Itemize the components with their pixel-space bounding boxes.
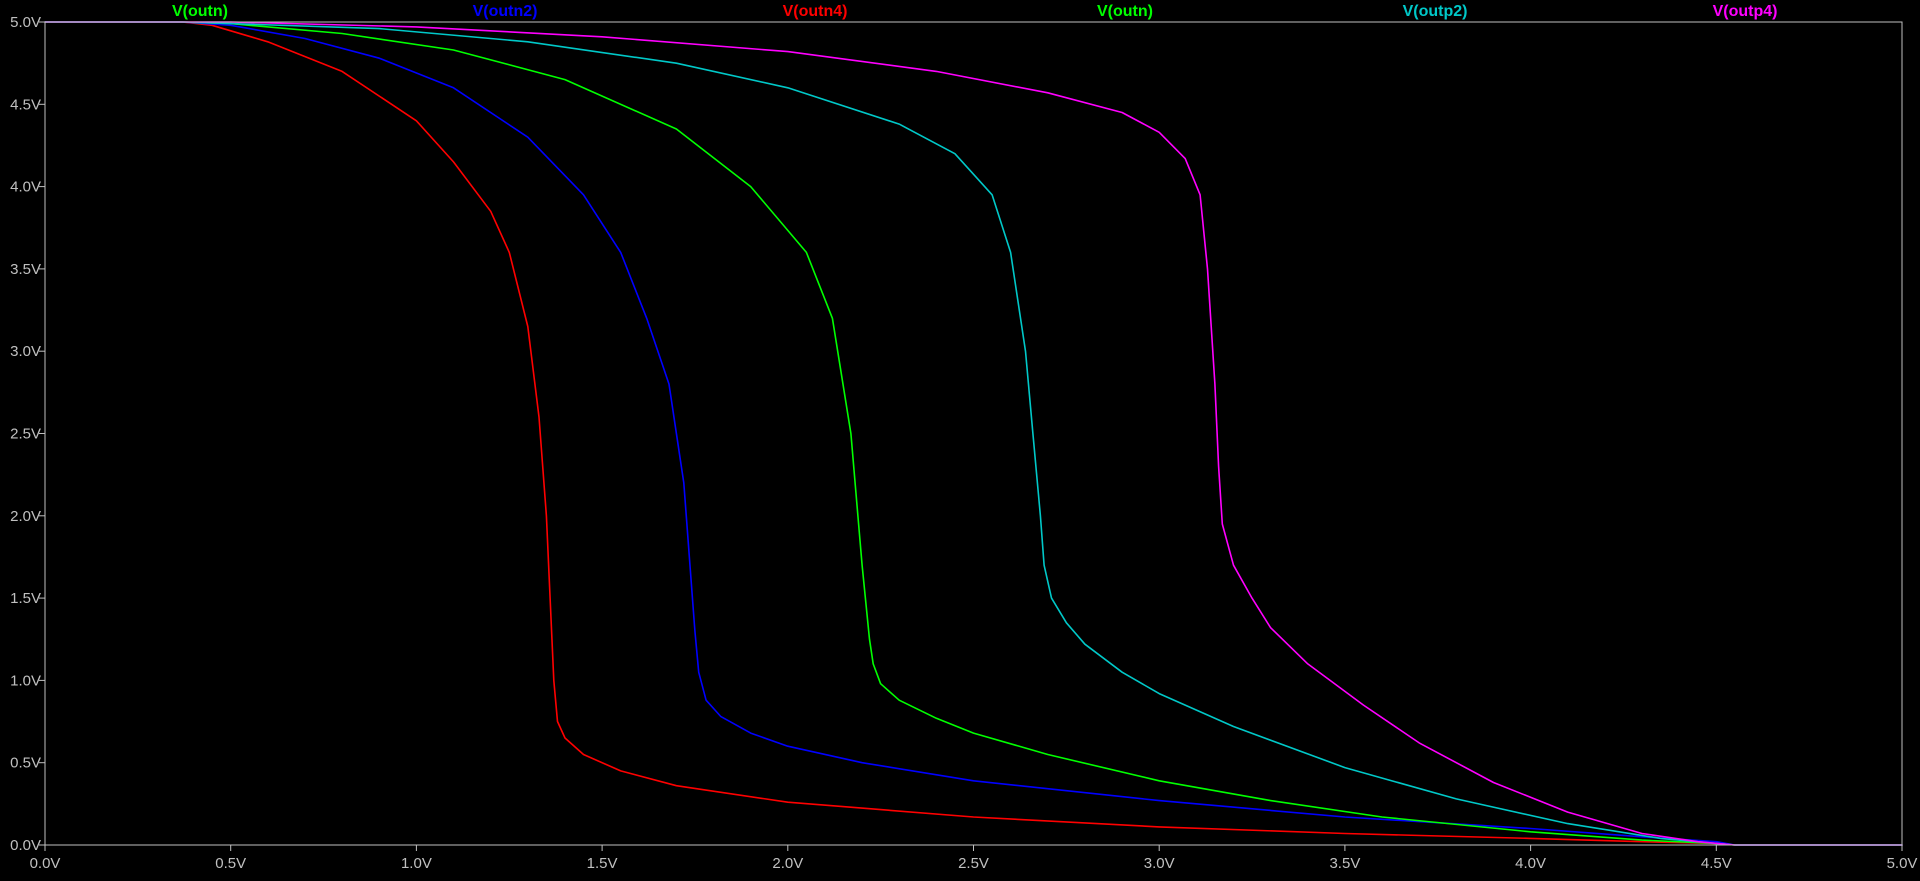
legend-label-v-outp4[interactable]: V(outp4)	[1713, 3, 1778, 20]
legend-label-v-outn[interactable]: V(outn)	[1097, 3, 1153, 20]
x-tick-label: 3.0V	[1144, 855, 1175, 872]
y-tick-label: 3.5V	[10, 261, 41, 278]
x-tick-label: 0.0V	[30, 855, 61, 872]
x-tick-label: 2.0V	[772, 855, 803, 872]
x-tick-label: 3.5V	[1329, 855, 1360, 872]
y-tick-label: 2.5V	[10, 426, 41, 443]
tick-labels-layer: 0.0V 0.5V 1.0V 1.5V 2.0V 2.5V 3.0V 3.5V 4.0V 4.5V…	[10, 14, 1917, 872]
x-tick-label: 4.5V	[1701, 855, 1732, 872]
legend-label-v-outn2[interactable]: V(outn2)	[473, 3, 538, 20]
legend-label-v-outn[interactable]: V(outn)	[172, 3, 228, 20]
legend-layer[interactable]: V(outn) V(outn2) V(outn4) V(outn) V(outp2) V(…	[172, 3, 1777, 20]
series-line-v-outp4	[44, 21, 1903, 846]
legend-label-v-outp2[interactable]: V(outp2)	[1403, 3, 1468, 20]
x-tick-label: 5.0V	[1887, 855, 1918, 872]
x-tick-label: 2.5V	[958, 855, 989, 872]
series-line-v-outn4	[44, 21, 1903, 846]
y-tick-label: 1.0V	[10, 672, 41, 689]
legend-label-v-outn4[interactable]: V(outn4)	[783, 3, 848, 20]
x-tick-label: 4.0V	[1515, 855, 1546, 872]
series-line-v-outp2	[44, 21, 1903, 846]
axes-layer	[39, 21, 1903, 851]
series-line-v-outn	[44, 21, 1903, 846]
y-tick-label: 4.5V	[10, 96, 41, 113]
y-tick-label: 1.5V	[10, 590, 41, 607]
y-tick-label: 2.0V	[10, 508, 41, 525]
y-tick-label: 3.0V	[10, 343, 41, 360]
y-tick-label: 0.0V	[10, 837, 41, 854]
series-layer	[44, 21, 1903, 846]
y-tick-label: 4.0V	[10, 179, 41, 196]
x-tick-label: 1.0V	[401, 855, 432, 872]
y-tick-label: 5.0V	[10, 14, 41, 31]
x-tick-label: 1.5V	[587, 855, 618, 872]
x-tick-label: 0.5V	[215, 855, 246, 872]
y-tick-label: 0.5V	[10, 755, 41, 772]
